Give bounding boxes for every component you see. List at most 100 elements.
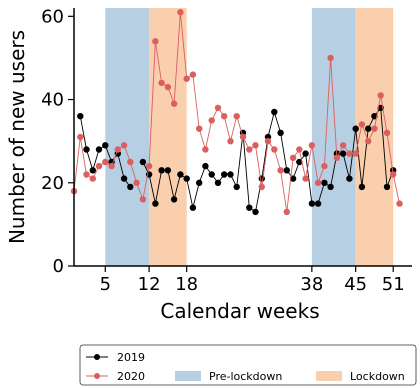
legend-lockdown-patch [316, 371, 342, 381]
x-tick-label: 12 [138, 274, 161, 295]
series-layer [70, 9, 403, 216]
data-point-2020 [314, 179, 322, 186]
shade-pre-lockdown [105, 8, 150, 266]
data-point-2020 [102, 158, 109, 166]
shade-pre-lockdown [311, 8, 356, 266]
data-point-2019 [102, 142, 109, 149]
shade-lockdown [355, 8, 394, 266]
data-point-2020 [283, 208, 290, 216]
data-point-2020 [233, 113, 240, 120]
data-point-2019 [177, 171, 184, 178]
data-point-2019 [120, 175, 128, 182]
data-point-2019 [246, 204, 253, 211]
data-point-2020 [227, 138, 234, 145]
legend: 2019 2020 Pre-lockdown Lockdown [79, 344, 417, 386]
legend-2020-label: 2020 [117, 370, 145, 383]
data-point-2019 [189, 204, 197, 211]
data-point-2020 [77, 133, 84, 141]
data-point-2020 [252, 142, 259, 149]
data-point-2020 [289, 154, 297, 161]
data-point-2020 [95, 162, 103, 170]
data-point-2020 [302, 175, 309, 182]
data-point-2020 [352, 150, 359, 157]
data-point-2019 [314, 200, 322, 207]
data-point-2020 [383, 129, 391, 136]
data-point-2019 [289, 175, 297, 182]
data-point-2020 [158, 79, 165, 87]
x-tick-label: 38 [300, 274, 323, 295]
shaded-regions [105, 8, 394, 266]
data-point-2019 [152, 200, 159, 207]
data-point-2020 [152, 38, 159, 45]
data-point-2020 [333, 154, 341, 161]
data-point-2019 [95, 146, 103, 153]
data-point-2019 [365, 125, 372, 132]
data-point-2020 [371, 125, 378, 132]
data-point-2020 [339, 142, 347, 149]
data-point-2020 [133, 179, 140, 186]
data-point-2020 [89, 175, 97, 182]
data-point-2020 [239, 133, 247, 141]
data-point-2020 [145, 162, 153, 170]
data-point-2019 [83, 146, 90, 153]
y-tick-label: 0 [53, 256, 64, 277]
data-point-2019 [77, 113, 84, 120]
legend-2019-marker [94, 354, 100, 360]
data-point-2019 [208, 171, 215, 178]
data-point-2019 [214, 179, 222, 186]
data-point-2020 [246, 146, 253, 153]
x-tick-label: 51 [382, 274, 405, 295]
data-point-2019 [346, 175, 353, 182]
data-point-2020 [396, 200, 403, 207]
data-point-2019 [139, 158, 147, 166]
data-point-2019 [196, 179, 203, 186]
data-point-2019 [202, 162, 209, 170]
data-point-2020 [127, 158, 134, 166]
data-point-2019 [283, 167, 290, 174]
data-point-2019 [308, 200, 316, 207]
y-tick-label: 20 [41, 173, 64, 194]
data-point-2019 [383, 183, 391, 191]
legend-pre-lockdown-label: Pre-lockdown [209, 370, 282, 383]
data-point-2020 [264, 138, 272, 145]
data-point-2019 [339, 150, 347, 157]
y-axis-title: Number of new users [5, 30, 29, 244]
data-point-2020 [196, 125, 203, 132]
data-point-2020 [120, 142, 128, 149]
tick-layer: 5 12 18 38 45 51 0 20 40 60 [41, 6, 405, 295]
data-point-2019 [170, 196, 178, 203]
data-point-2019 [327, 183, 334, 191]
data-point-2019 [227, 171, 234, 178]
legend-2020-marker [94, 373, 100, 379]
data-point-2019 [371, 113, 378, 120]
data-point-2020 [183, 75, 190, 82]
data-point-2019 [183, 175, 190, 182]
data-point-2020 [358, 121, 366, 128]
data-point-2020 [346, 150, 353, 157]
data-point-2020 [390, 171, 397, 178]
data-point-2020 [221, 113, 228, 120]
data-point-2020 [108, 162, 115, 170]
data-point-2020 [164, 83, 172, 91]
data-point-2020 [271, 146, 278, 153]
data-point-2020 [139, 196, 147, 203]
data-point-2019 [358, 183, 366, 191]
data-point-2020 [208, 117, 215, 124]
data-point-2019 [321, 179, 328, 186]
legend-pre-lockdown-patch [175, 371, 201, 381]
data-point-2019 [158, 167, 165, 174]
data-point-2020 [83, 171, 90, 178]
legend-lockdown-label: Lockdown [350, 370, 405, 383]
data-point-2019 [164, 167, 172, 174]
data-point-2019 [302, 150, 309, 157]
data-point-2020 [202, 146, 209, 153]
data-point-2020 [170, 100, 178, 107]
data-point-2020 [296, 146, 303, 153]
data-point-2019 [352, 125, 359, 132]
data-point-2020 [308, 142, 316, 149]
data-point-2019 [127, 183, 134, 191]
data-point-2019 [252, 208, 259, 216]
y-tick-label: 60 [41, 6, 64, 27]
data-point-2019 [296, 158, 303, 166]
